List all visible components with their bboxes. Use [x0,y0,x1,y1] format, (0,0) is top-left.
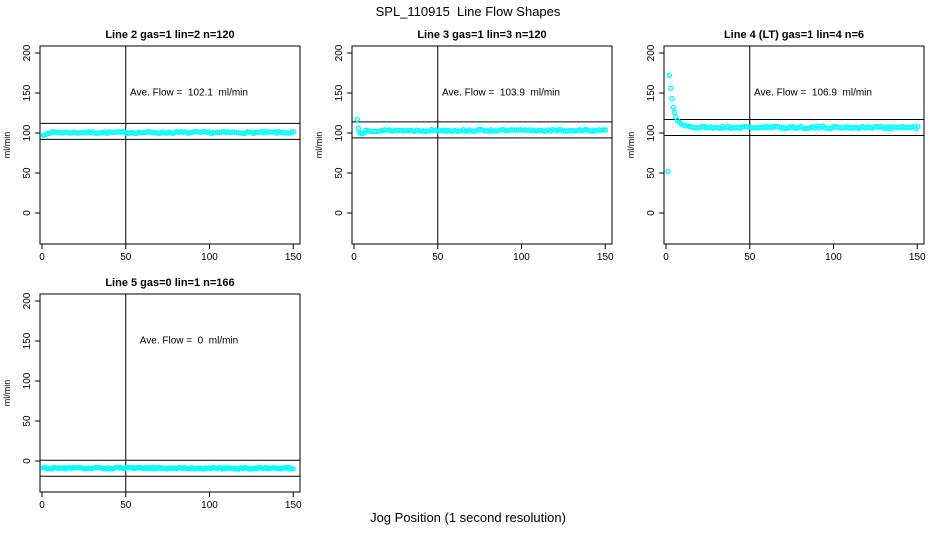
panel-line-5: Line 5 gas=0 lin=1 n=166 0 50 100 150 200 0 50… [0,276,312,524]
panel-line-2-plot: 0 50 100 150 200 0 50 100 150 ml/min [2,44,302,263]
svg-text:50: 50 [744,252,756,263]
svg-text:50: 50 [22,167,33,179]
svg-text:100: 100 [22,124,33,141]
panel-line-2-title: Line 2 gas=1 lin=2 n=120 [105,29,235,41]
svg-text:ml/min: ml/min [2,380,12,407]
panel-line-2: Line 2 gas=1 lin=2 n=120 0 50 100 150 200 0 50… [0,28,312,276]
svg-text:100: 100 [825,252,842,263]
svg-text:0: 0 [334,210,345,216]
svg-text:150: 150 [597,252,614,263]
main-title: SPL_110915 Line Flow Shapes [375,4,561,19]
svg-text:50: 50 [646,167,657,179]
svg-text:0: 0 [646,210,657,216]
panel-line-5-title: Line 5 gas=0 lin=1 n=166 [105,277,235,289]
svg-text:150: 150 [646,84,657,101]
svg-text:150: 150 [22,332,33,349]
svg-text:150: 150 [285,500,302,511]
panel-line-5-plot: 0 50 100 150 200 0 50 100 150 ml/min [2,292,302,511]
panel-line-3-title: Line 3 gas=1 lin=3 n=120 [417,29,547,41]
svg-text:50: 50 [334,167,345,179]
svg-text:150: 150 [22,84,33,101]
svg-text:0: 0 [351,252,357,263]
svg-text:50: 50 [120,252,132,263]
svg-text:0: 0 [39,500,45,511]
svg-text:0: 0 [39,252,45,263]
svg-text:150: 150 [334,84,345,101]
panel-line-4-ave-flow-annotation: Ave. Flow = 106.9 ml/min [754,87,872,99]
panel-line-4-title: Line 4 (LT) gas=1 lin=4 n=6 [723,29,865,41]
svg-text:100: 100 [201,252,218,263]
svg-text:ml/min: ml/min [2,132,12,159]
panel-line-3: Line 3 gas=1 lin=3 n=120 0 50 100 150 200 0 50… [312,28,624,276]
x-axis-label: Jog Position (1 second resolution) [370,510,566,525]
svg-text:100: 100 [646,124,657,141]
svg-text:0: 0 [22,458,33,464]
svg-text:200: 200 [22,44,33,61]
svg-text:0: 0 [22,210,33,216]
panel-line-3-ave-flow-annotation: Ave. Flow = 103.9 ml/min [442,87,560,99]
panel-line-2-ave-flow-annotation: Ave. Flow = 102.1 ml/min [130,87,248,99]
panel-line-5-ave-flow-annotation: Ave. Flow = 0 ml/min [139,335,239,347]
svg-text:100: 100 [201,500,218,511]
svg-text:100: 100 [513,252,530,263]
svg-text:200: 200 [334,44,345,61]
panel-line-3-plot: 0 50 100 150 200 0 50 100 150 ml/min [314,44,614,263]
svg-text:100: 100 [22,372,33,389]
svg-text:ml/min: ml/min [626,132,636,159]
svg-text:200: 200 [646,44,657,61]
svg-text:100: 100 [334,124,345,141]
svg-text:50: 50 [432,252,444,263]
svg-text:200: 200 [22,292,33,309]
svg-text:0: 0 [663,252,669,263]
svg-text:150: 150 [909,252,926,263]
panel-line-4-plot: 0 50 100 150 200 0 50 100 150 ml/min [626,44,926,263]
svg-text:50: 50 [120,500,132,511]
svg-text:ml/min: ml/min [314,132,324,159]
panel-line-4: Line 4 (LT) gas=1 lin=4 n=6 0 50 100 150 200… [624,28,936,276]
svg-text:50: 50 [22,415,33,427]
svg-text:150: 150 [285,252,302,263]
